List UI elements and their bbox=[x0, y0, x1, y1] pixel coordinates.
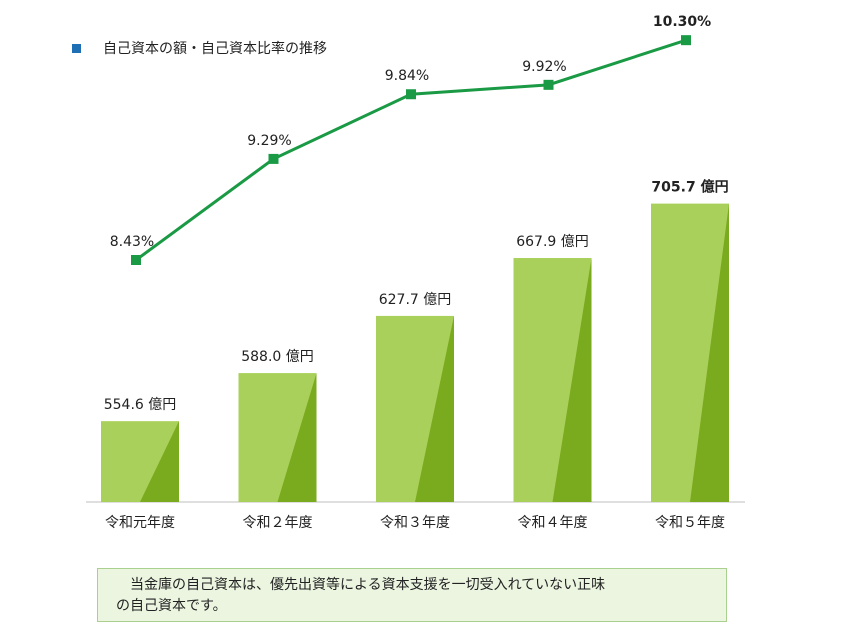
ratio-value-label: 9.92% bbox=[522, 59, 566, 75]
bar-shade bbox=[690, 203, 729, 503]
category-label: 令和元年度 bbox=[105, 515, 175, 531]
bar-value-label: 667.9 億円 bbox=[516, 234, 589, 250]
ratio-marker bbox=[406, 89, 416, 100]
bar-value-label: 554.6 億円 bbox=[104, 397, 177, 413]
bar-1 bbox=[101, 421, 179, 502]
note-line-2: の自己資本です。 bbox=[116, 598, 227, 614]
ratio-value-label: 9.84% bbox=[385, 68, 429, 84]
bar-shade bbox=[415, 315, 454, 502]
category-label: 令和３年度 bbox=[380, 515, 450, 531]
bar-3 bbox=[376, 315, 454, 502]
ratio-value-label: 8.43% bbox=[110, 234, 154, 250]
bar-value-label: 627.7 億円 bbox=[379, 292, 452, 308]
bar-5 bbox=[651, 203, 729, 503]
title-marker-icon bbox=[72, 43, 81, 53]
category-label: 令和２年度 bbox=[243, 515, 313, 531]
bar-shade bbox=[552, 258, 592, 502]
bar-shade bbox=[140, 421, 179, 502]
bar-4 bbox=[513, 258, 592, 502]
note-line-1: 当金庫の自己資本は、優先出資等による資本支援を一切受入れていない正味 bbox=[130, 577, 606, 593]
category-label: 令和４年度 bbox=[518, 515, 588, 531]
bar-value-label: 588.0 億円 bbox=[241, 349, 314, 365]
category-label: 令和５年度 bbox=[655, 515, 725, 531]
bar-value-label: 705.7 億円 bbox=[651, 179, 728, 196]
ratio-value-label: 10.30% bbox=[653, 14, 711, 30]
note-box: 当金庫の自己資本は、優先出資等による資本支援を一切受入れていない正味 の自己資本… bbox=[97, 568, 727, 622]
chart-title: 自己資本の額・自己資本比率の推移 bbox=[103, 41, 327, 57]
bar-shade bbox=[277, 373, 317, 502]
ratio-value-label: 9.29% bbox=[247, 133, 291, 149]
ratio-marker bbox=[681, 35, 691, 46]
ratio-marker bbox=[543, 79, 554, 90]
ratio-marker bbox=[131, 255, 141, 265]
bar-2 bbox=[238, 373, 317, 502]
chart-title-row: 自己資本の額・自己資本比率の推移 bbox=[72, 38, 327, 58]
ratio-marker bbox=[268, 153, 279, 164]
